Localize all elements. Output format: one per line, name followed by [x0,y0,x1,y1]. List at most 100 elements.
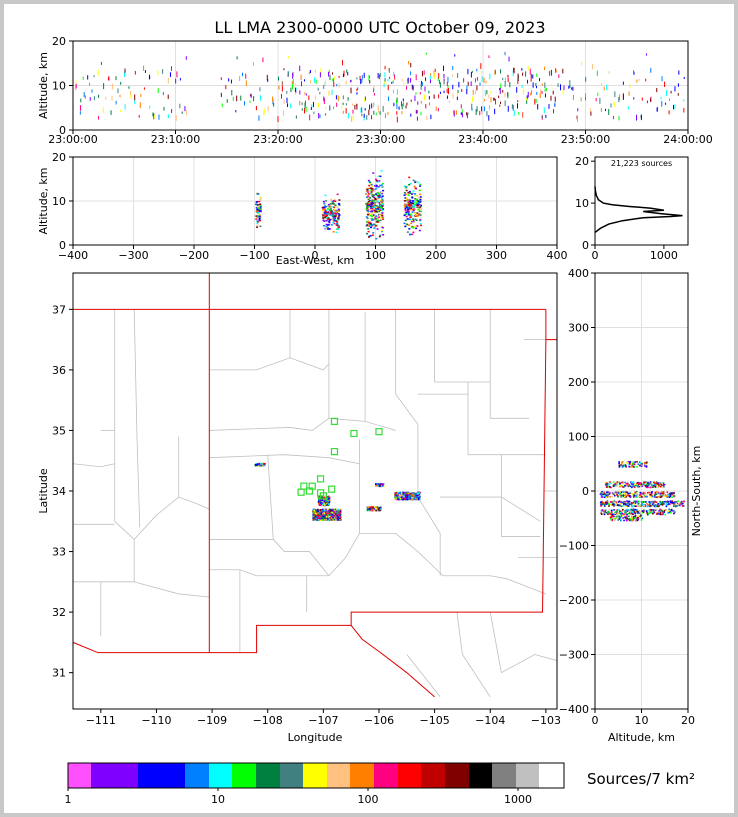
east-west-source [412,204,415,206]
east-west-source [333,206,336,208]
state-boundary [209,339,557,654]
north-south-source [622,486,624,488]
altitude-time-source [299,65,301,72]
east-west-source [327,218,330,221]
east-west-source [406,198,409,201]
east-west-source [408,202,411,205]
east-west-source [326,212,329,215]
north-south-source [676,505,679,507]
east-west-source [377,208,380,210]
north-south-source [655,493,658,496]
north-south-source [632,485,634,487]
altitude-time-source [438,94,440,99]
east-west-source [370,205,373,207]
north-south-source [621,462,623,464]
map-source-point [399,491,402,494]
north-south-source [662,482,665,484]
altitude-time-source [645,78,647,82]
east-west-source [322,224,325,227]
north-south-source [624,511,626,514]
east-west-source [408,190,411,193]
altitude-time-source [529,68,531,75]
altitude-time-source [558,74,560,78]
map-source-point [336,510,339,513]
east-west-source [380,191,383,194]
north-south-source [647,481,649,484]
altitude-time-source [301,81,303,87]
north-south-source [634,483,637,485]
north-south-source [612,481,615,483]
north-south-source [609,516,612,519]
north-south-source [639,462,642,464]
altitude-time-source [369,80,371,84]
north-south-source [628,485,630,487]
map-source-point [327,517,330,519]
altitude-time-source [388,96,390,102]
east-west-source [416,225,419,227]
east-west-source [412,218,415,220]
map-source-point [411,493,414,495]
east-west-source [330,224,333,226]
north-south-source [654,485,657,488]
county-boundary [489,612,558,674]
map-source-point [374,506,377,508]
map-source-point [323,515,326,518]
east-west-source [417,202,420,204]
north-south-source [621,481,623,484]
north-south-source [652,501,654,503]
north-south-source [653,484,655,487]
east-west-source [403,194,406,196]
altitude-time-source [405,105,407,109]
histogram-profile-line [594,186,683,234]
north-south-source [616,481,619,483]
altitude-time-source [466,89,468,95]
north-south-source [609,500,612,503]
north-south-source [654,500,656,503]
map-source-point [409,497,412,499]
map-source-point [394,494,396,496]
colorbar-segment [209,763,232,788]
map-source-point [415,496,418,499]
north-south-source [633,494,636,497]
east-west-xtick-label: −200 [179,249,209,262]
altitude-time-source [544,88,546,92]
north-south-source [635,509,638,511]
map-source-point [340,516,342,518]
altitude-time-source [467,112,469,115]
altitude-time-source [393,89,395,94]
east-west-source [258,217,261,220]
north-south-source [623,513,625,516]
altitude-time-source [363,72,365,78]
altitude-time-source [225,84,227,90]
north-south-source [611,515,613,518]
altitude-time-source [185,56,187,60]
north-south-source [627,462,629,464]
north-south-source [634,519,637,522]
east-west-source [411,202,414,205]
north-south-source [657,482,659,484]
north-south-source [651,495,654,498]
north-south-source [607,491,610,494]
altitude-time-source [425,77,427,81]
north-south-source [632,493,634,495]
map-source-point [324,500,327,502]
north-south-source [624,483,626,486]
altitude-time-source [674,104,676,110]
altitude-time-source [377,104,379,110]
altitude-time-source [419,92,421,95]
altitude-time-source [120,109,122,113]
north-south-source [659,496,662,498]
east-west-source [373,227,376,229]
east-west-source [371,210,374,212]
east-west-source [256,208,259,211]
altitude-time-source [502,90,504,93]
north-south-source [650,509,653,512]
altitude-time-source [273,102,275,107]
map-source-point [263,462,266,465]
altitude-time-source [333,106,335,110]
altitude-time-source [373,93,375,96]
map-source-point [339,514,341,517]
east-west-source [378,175,381,177]
map-source-point [326,496,329,498]
